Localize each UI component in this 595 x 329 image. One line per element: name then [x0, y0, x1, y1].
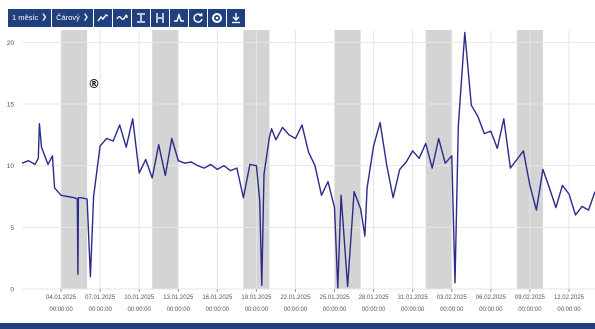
x-tick-time: 00:00:00	[479, 307, 503, 313]
x-tick-date: 25.01.2025	[320, 295, 351, 301]
x-tick-date: 06.02.2025	[476, 295, 507, 301]
x-tick-time: 00:00:00	[245, 307, 269, 313]
refresh-button[interactable]	[188, 9, 207, 27]
bottom-strip	[0, 323, 595, 329]
trend-line-icon	[97, 14, 109, 22]
y-tick-label: 20	[7, 40, 15, 47]
x-tick-date: 10.01.2025	[124, 295, 155, 301]
y-tick-label: 0	[10, 287, 14, 294]
weekend-band	[61, 30, 88, 289]
spread-icon	[156, 13, 164, 23]
download-icon	[231, 13, 240, 24]
y-axis: 0 5 10 15 20	[7, 40, 15, 294]
refresh-icon	[193, 12, 203, 23]
x-tick-time: 00:00:00	[49, 307, 73, 313]
range-label: 1 měsíc	[12, 13, 39, 22]
y-tick-label: 15	[7, 102, 15, 109]
weekend-bands	[61, 30, 543, 289]
x-tick-date: 19.01.2025	[241, 295, 272, 301]
chevron-right-icon: ❯	[82, 14, 89, 21]
x-tick-time: 00:00:00	[128, 307, 152, 313]
series-lines	[21, 31, 595, 289]
chevron-right-icon: ❯	[41, 14, 48, 21]
x-tick-date: 03.02.2025	[437, 295, 468, 301]
x-tick-date: 22.01.2025	[280, 295, 311, 301]
x-tick-time: 00:00:00	[88, 307, 112, 313]
align-icon	[136, 13, 145, 23]
x-tick-time: 00:00:00	[323, 307, 347, 313]
gridlines	[22, 30, 595, 290]
peak-icon	[173, 12, 184, 22]
x-tick-time: 00:00:00	[206, 307, 230, 313]
x-tick-date: 28.01.2025	[359, 295, 390, 301]
x-tick-date: 16.01.2025	[202, 295, 233, 301]
chart-toolbar: 1 měsíc ❯ Čárový ❯	[8, 9, 245, 27]
x-tick-time: 00:00:00	[518, 307, 542, 313]
x-tick-date: 04.01.2025	[46, 295, 77, 301]
x-tick-time: 00:00:00	[167, 307, 191, 313]
chart-type-dropdown[interactable]: Čárový ❯	[52, 9, 93, 27]
wave-button[interactable]	[112, 9, 131, 27]
registered-mark-icon: ®	[88, 77, 100, 91]
chart-type-label: Čárový	[56, 13, 80, 22]
x-tick-time: 00:00:00	[284, 307, 308, 313]
settings-icon	[211, 13, 222, 23]
x-tick-time: 00:00:00	[401, 307, 425, 313]
spread-button[interactable]	[150, 9, 169, 27]
trend-line-button[interactable]	[93, 9, 112, 27]
x-tick-date: 07.01.2025	[85, 295, 116, 301]
y-tick-label: 10	[7, 163, 15, 170]
x-axis: 04.01.2025 00:00:00 07.01.2025 00:00:00 10.0…	[46, 289, 585, 313]
weekend-band	[152, 30, 179, 289]
series-line	[21, 31, 595, 289]
x-tick-date: 31.01.2025	[398, 295, 429, 301]
download-button[interactable]	[226, 9, 245, 27]
wave-icon	[116, 14, 128, 20]
align-button[interactable]	[131, 9, 150, 27]
x-tick-time: 00:00:00	[440, 307, 464, 313]
peak-button[interactable]	[169, 9, 188, 27]
x-tick-time: 00:00:00	[557, 307, 581, 313]
x-tick-time: 00:00:00	[362, 307, 386, 313]
x-tick-date: 09.02.2025	[515, 295, 546, 301]
range-dropdown[interactable]: 1 měsíc ❯	[8, 9, 52, 27]
settings-button[interactable]	[207, 9, 226, 27]
x-tick-date: 12.02.2025	[554, 295, 585, 301]
y-tick-label: 5	[10, 225, 14, 232]
x-tick-date: 13.01.2025	[163, 295, 194, 301]
